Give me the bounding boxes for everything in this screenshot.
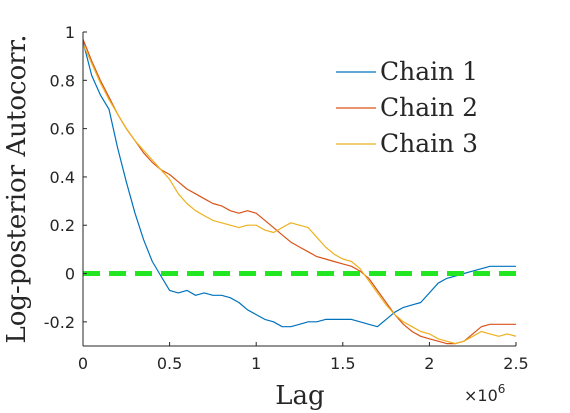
x-tick-label: 0.5 — [157, 354, 182, 373]
legend-label-chain-3: Chain 3 — [380, 129, 478, 158]
x-multiplier-exponent: 6 — [498, 382, 506, 396]
x-tick-label: 0 — [78, 354, 88, 373]
y-axis-title: Log-posterior Autocorr. — [2, 34, 32, 343]
y-tick-label: 1 — [65, 23, 75, 42]
x-tick-label: 2.5 — [503, 354, 528, 373]
x-tick-label: 2 — [424, 354, 434, 373]
y-tick-label: 0 — [65, 265, 75, 284]
x-tick-label: 1.5 — [330, 354, 355, 373]
series-layer — [83, 38, 516, 345]
y-tick-label: 0.2 — [50, 216, 75, 235]
series-line-chain-1 — [83, 41, 516, 328]
y-tick-label: 0.6 — [50, 120, 75, 139]
x-tick-label: 1 — [251, 354, 261, 373]
y-tick-label: 0.8 — [50, 71, 75, 90]
x-axis-multiplier: ×106 — [464, 382, 505, 405]
y-ticks: 1 0.8 0.6 0.4 0.2 0 -0.2 — [44, 23, 87, 332]
legend: Chain 1 Chain 2 Chain 3 — [336, 57, 478, 158]
x-axis-title: Lag — [275, 381, 324, 411]
x-multiplier-base: ×10 — [464, 386, 498, 405]
legend-label-chain-1: Chain 1 — [380, 57, 478, 86]
y-tick-label: 0.4 — [50, 168, 75, 187]
legend-label-chain-2: Chain 2 — [380, 93, 478, 122]
y-tick-label: -0.2 — [44, 313, 75, 332]
series-line-chain-3 — [83, 43, 516, 345]
x-ticks: 0 0.5 1 1.5 2 2.5 — [78, 342, 529, 373]
series-line-chain-2 — [83, 38, 516, 345]
